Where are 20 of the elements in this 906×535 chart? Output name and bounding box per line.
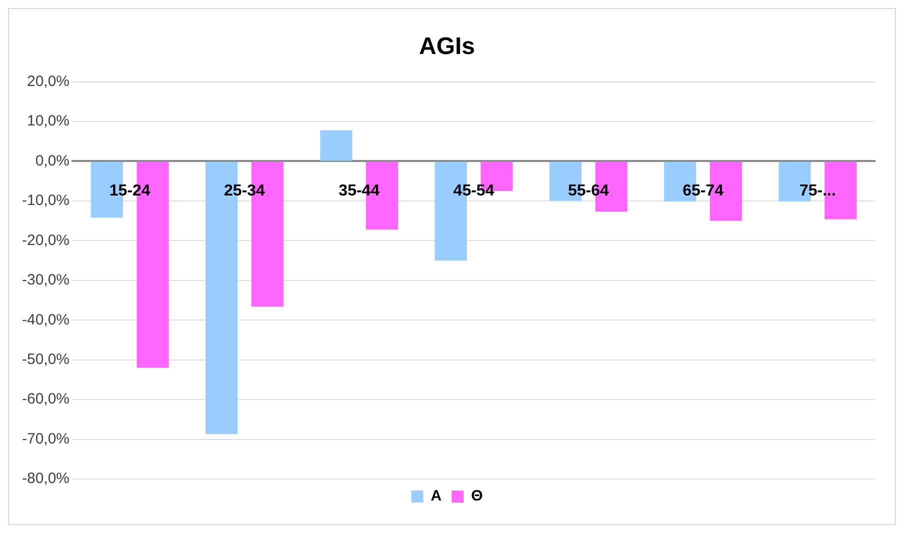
y-tick-label: -30,0% [22, 272, 70, 289]
y-tick-label: -40,0% [22, 311, 70, 328]
legend-label: Α [430, 488, 442, 505]
y-tick-label: -20,0% [22, 232, 70, 249]
x-tick-label: 55-64 [568, 182, 609, 200]
legend-label: Θ [471, 488, 484, 505]
x-tick-label: 75-... [799, 182, 836, 200]
y-tick-label: 20,0% [26, 72, 70, 90]
x-tick-label: 45-54 [453, 182, 494, 200]
y-tick-label: 10,0% [26, 112, 70, 130]
y-tick-label: -70,0% [22, 430, 70, 448]
y-tick-label: 0,0% [35, 152, 70, 170]
y-tick-label: -60,0% [22, 390, 70, 408]
chart-title: AGIs [418, 33, 476, 60]
x-tick-label: 25-34 [224, 182, 266, 200]
x-tick-label: 15-24 [109, 182, 150, 200]
y-tick-label: -80,0% [22, 470, 70, 488]
y-tick-label: -10,0% [22, 192, 70, 210]
x-tick-label: 65-74 [682, 182, 724, 200]
y-tick-label: -50,0% [22, 350, 70, 368]
